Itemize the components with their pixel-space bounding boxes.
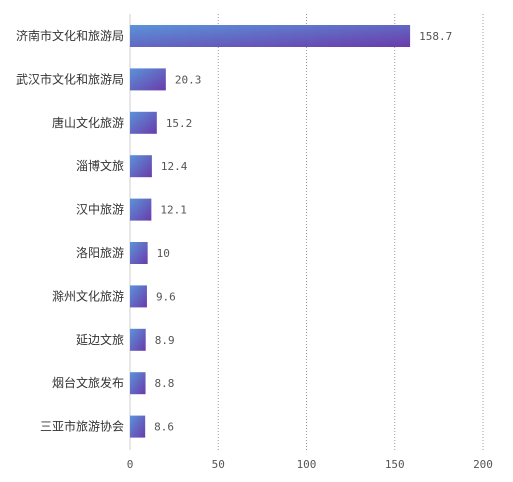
x-tick-label-150: 150 (385, 458, 405, 471)
x-tick-label-200: 200 (473, 458, 493, 471)
bar-6 (130, 285, 147, 308)
bar-2 (130, 111, 157, 134)
x-tick-label-100: 100 (297, 458, 317, 471)
bar-1 (130, 68, 166, 91)
category-label-1: 武汉市文化和旅游局 (16, 71, 124, 86)
value-label-6: 9.6 (156, 290, 176, 303)
x-tick-label-50: 50 (212, 458, 225, 471)
category-label-8: 烟台文旅发布 (52, 375, 124, 390)
bar-9 (130, 415, 146, 438)
category-label-3: 淄博文旅 (76, 158, 124, 173)
bar-3 (130, 155, 152, 178)
bar-4 (130, 198, 152, 221)
bar-5 (130, 242, 148, 264)
category-label-6: 滁州文化旅游 (52, 288, 124, 303)
category-label-9: 三亚市旅游协会 (40, 419, 124, 434)
value-label-7: 8.9 (155, 334, 175, 347)
value-label-4: 12.1 (160, 204, 187, 217)
value-label-9: 8.6 (154, 421, 174, 434)
tick-layer: 0 50 100 150 200 (127, 458, 493, 471)
value-label-0: 158.7 (419, 30, 452, 43)
value-label-2: 15.2 (166, 117, 193, 130)
bar-layer (130, 25, 411, 438)
bar-7 (130, 328, 146, 351)
category-label-7: 延边文旅 (76, 332, 124, 347)
category-label-2: 唐山文化旅游 (52, 115, 124, 130)
category-label-0: 济南市文化和旅游局 (16, 28, 124, 43)
value-label-1: 20.3 (175, 73, 202, 86)
x-tick-label-0: 0 (127, 458, 134, 471)
label-layer: 济南市文化和旅游局 158.7 武汉市文化和旅游局 20.3 唐山文化旅游 15.2 淄博文… (16, 28, 452, 434)
category-label-5: 洛阳旅游 (76, 245, 124, 260)
bar-8 (130, 372, 146, 395)
value-label-3: 12.4 (161, 160, 188, 173)
category-label-4: 汉中旅游 (76, 202, 124, 217)
bar-0 (130, 25, 411, 47)
value-label-8: 8.8 (155, 377, 175, 390)
value-label-5: 10 (157, 247, 170, 260)
